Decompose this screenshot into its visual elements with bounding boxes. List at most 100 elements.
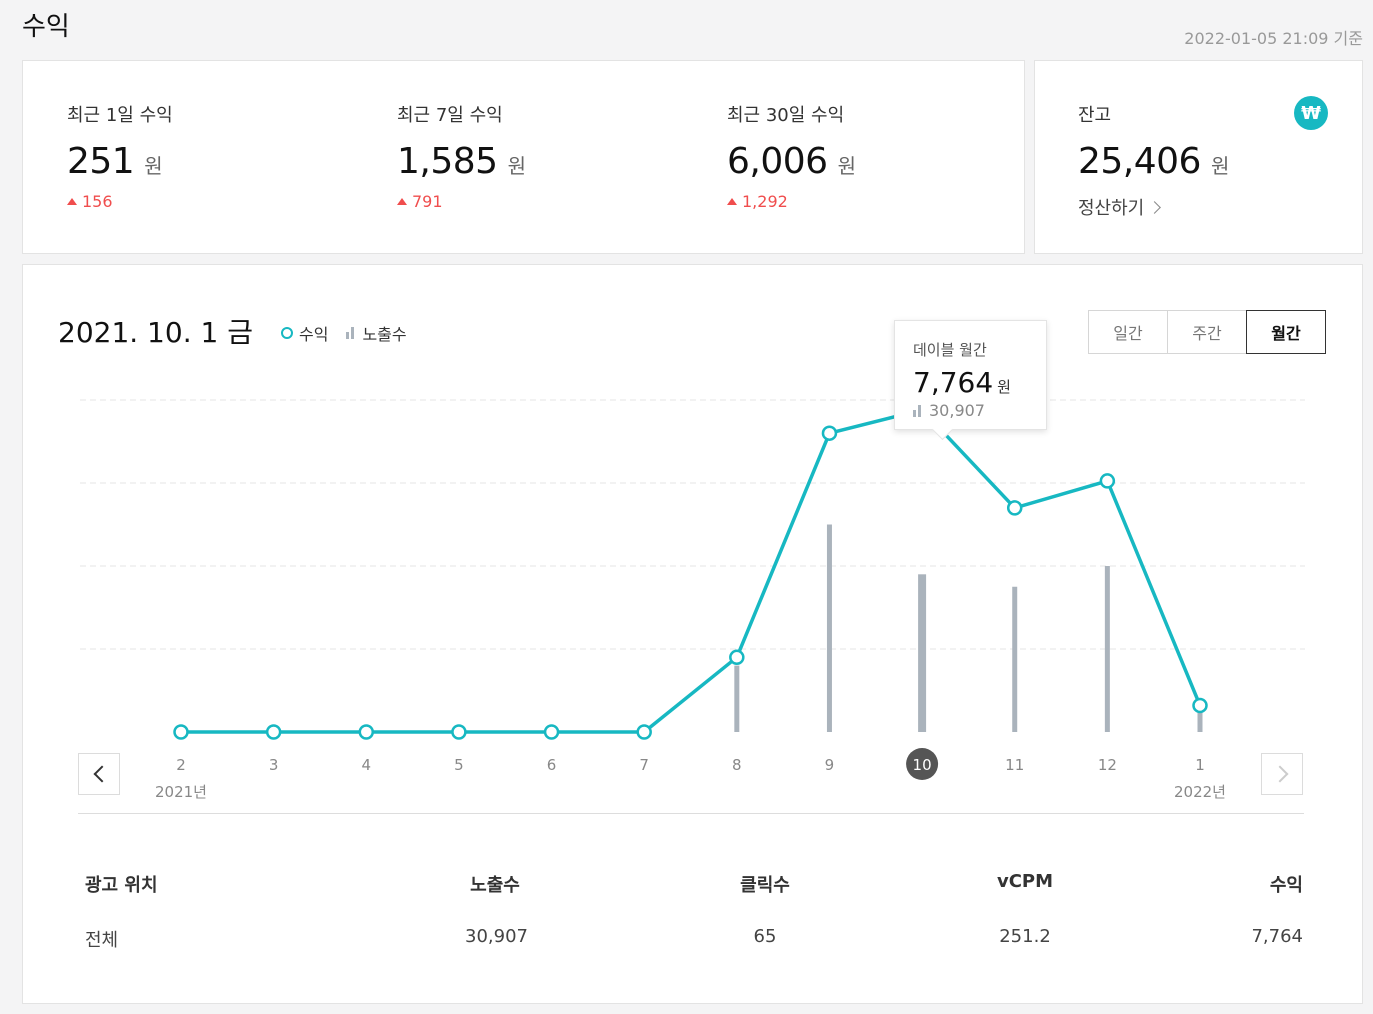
x-year-label: 2022년 bbox=[1174, 783, 1226, 801]
divider bbox=[78, 813, 1304, 814]
x-tick-label: 11 bbox=[1005, 756, 1024, 774]
chart-prev-button[interactable] bbox=[78, 753, 120, 795]
revenue-point bbox=[265, 724, 282, 740]
revenue-point bbox=[636, 724, 652, 740]
th-revenue: 수익 bbox=[1269, 875, 1303, 896]
stat-delta-value: 791 bbox=[412, 192, 443, 211]
triangle-up-icon bbox=[67, 198, 77, 205]
triangle-up-icon bbox=[397, 198, 407, 205]
chevron-left-icon bbox=[93, 765, 110, 783]
stat-delta: 1,292 bbox=[727, 192, 856, 211]
settle-label: 정산하기 bbox=[1078, 198, 1145, 219]
selected-month-badge bbox=[906, 748, 939, 780]
period-selector: 일간 주간 월간 bbox=[1088, 310, 1326, 354]
revenue-chart-card: 2021. 10. 1 금 수익 노출수 일간 주간 월간 2 3 4 5 6 7 8 9 10… bbox=[22, 264, 1363, 1004]
chart-legend: 수익 노출수 bbox=[281, 321, 407, 345]
stat-30day: 최근 30일 수익 6,006 원 1,292 bbox=[727, 101, 856, 211]
x-tick-label: 8 bbox=[732, 756, 742, 774]
legend-revenue-label: 수익 bbox=[299, 325, 329, 344]
stat-value: 6,006 bbox=[727, 141, 828, 182]
revenue-line bbox=[181, 408, 1202, 734]
td-placement: 전체 bbox=[85, 930, 119, 951]
stat-delta-value: 156 bbox=[82, 192, 113, 211]
revenue-point bbox=[729, 649, 745, 666]
chart-tooltip: 데이블 월간 7,764 원 30,907 bbox=[894, 320, 1047, 430]
settle-link[interactable]: 정산하기 bbox=[1078, 194, 1229, 220]
tooltip-title: 데이블 월간 bbox=[913, 341, 987, 359]
stat-label: 최근 7일 수익 bbox=[397, 105, 503, 126]
impressions-bars-icon bbox=[913, 404, 923, 417]
x-tick-label: 10 bbox=[913, 756, 932, 774]
revenue-point bbox=[451, 724, 467, 740]
td-vcpm: 251.2 bbox=[999, 926, 1051, 947]
legend-impressions-label: 노출수 bbox=[362, 325, 407, 344]
period-daily-button[interactable]: 일간 bbox=[1088, 310, 1168, 354]
revenue-chart: 2 3 4 5 6 7 8 9 10 11 12 1 2021년 2022년 bbox=[80, 399, 1305, 801]
balance-label: 잔고 bbox=[1078, 105, 1112, 126]
th-vcpm: vCPM bbox=[996, 871, 1054, 892]
balance-card: 잔고 25,406 원 정산하기 ₩ bbox=[1034, 60, 1363, 254]
legend-revenue-marker-icon bbox=[281, 327, 293, 339]
stat-value: 1,585 bbox=[397, 141, 498, 182]
page-title: 수익 bbox=[22, 12, 70, 42]
chevron-right-icon bbox=[1271, 765, 1288, 783]
revenue-point bbox=[358, 724, 375, 740]
impressions-bar bbox=[826, 524, 832, 732]
tooltip-impressions-value: 30,907 bbox=[929, 401, 985, 420]
revenue-point bbox=[1006, 500, 1023, 516]
x-tick-label: 3 bbox=[269, 756, 279, 774]
period-monthly-button[interactable]: 월간 bbox=[1246, 310, 1326, 354]
impressions-bar bbox=[918, 574, 927, 732]
td-impressions: 30,907 bbox=[465, 926, 528, 947]
balance-value: 25,406 bbox=[1078, 141, 1201, 182]
impressions-bar bbox=[1197, 711, 1203, 732]
revenue-point bbox=[1099, 473, 1116, 489]
stat-label: 최근 1일 수익 bbox=[67, 105, 173, 126]
stat-value: 251 bbox=[67, 141, 135, 182]
legend-impressions-bars-icon bbox=[346, 327, 356, 339]
x-tick-label: 2 bbox=[176, 756, 186, 774]
won-icon: ₩ bbox=[1294, 96, 1328, 130]
x-tick-label: 9 bbox=[825, 756, 835, 774]
td-revenue: 7,764 bbox=[1251, 926, 1303, 947]
stat-delta: 791 bbox=[397, 192, 526, 211]
balance-stat: 잔고 25,406 원 정산하기 bbox=[1078, 101, 1229, 220]
x-tick-label: 5 bbox=[454, 756, 464, 774]
th-impressions: 노출수 bbox=[470, 875, 520, 896]
stat-delta-value: 1,292 bbox=[742, 192, 788, 211]
impressions-bar bbox=[1012, 586, 1018, 732]
balance-unit: 원 bbox=[1210, 154, 1230, 178]
tooltip-value: 7,764 bbox=[913, 366, 994, 399]
x-tick-label: 12 bbox=[1098, 756, 1117, 774]
th-placement: 광고 위치 bbox=[85, 875, 158, 896]
stat-delta: 156 bbox=[67, 192, 173, 211]
x-tick-label: 6 bbox=[547, 756, 557, 774]
x-tick-label: 4 bbox=[361, 756, 371, 774]
triangle-up-icon bbox=[727, 198, 737, 205]
td-clicks: 65 bbox=[753, 926, 777, 947]
stat-7day: 최근 7일 수익 1,585 원 791 bbox=[397, 101, 526, 211]
chart-next-button[interactable] bbox=[1261, 753, 1303, 795]
revenue-point bbox=[543, 724, 560, 740]
tooltip-impressions: 30,907 bbox=[913, 401, 1028, 420]
chart-date-label: 2021. 10. 1 금 bbox=[58, 316, 253, 349]
revenue-summary-card: 최근 1일 수익 251 원 156 최근 7일 수익 1,585 원 791 … bbox=[22, 60, 1025, 254]
impressions-bar bbox=[734, 665, 740, 732]
impressions-bar bbox=[1104, 566, 1110, 732]
tooltip-unit: 원 bbox=[997, 378, 1011, 396]
revenue-point bbox=[173, 724, 189, 740]
stat-unit: 원 bbox=[144, 154, 163, 178]
x-year-label: 2021년 bbox=[155, 783, 207, 801]
revenue-point bbox=[1192, 697, 1208, 714]
stat-1day: 최근 1일 수익 251 원 156 bbox=[67, 101, 173, 211]
stat-label: 최근 30일 수익 bbox=[727, 105, 845, 126]
x-tick-label: 1 bbox=[1195, 756, 1205, 774]
th-clicks: 클릭수 bbox=[740, 875, 790, 896]
period-weekly-button[interactable]: 주간 bbox=[1167, 310, 1247, 354]
revenue-point bbox=[821, 425, 838, 441]
updated-timestamp: 2022-01-05 21:09 기준 bbox=[1184, 29, 1363, 48]
stat-unit: 원 bbox=[507, 154, 526, 178]
x-tick-label: 7 bbox=[639, 756, 649, 774]
stat-unit: 원 bbox=[837, 154, 856, 178]
chevron-right-icon bbox=[1148, 200, 1162, 214]
